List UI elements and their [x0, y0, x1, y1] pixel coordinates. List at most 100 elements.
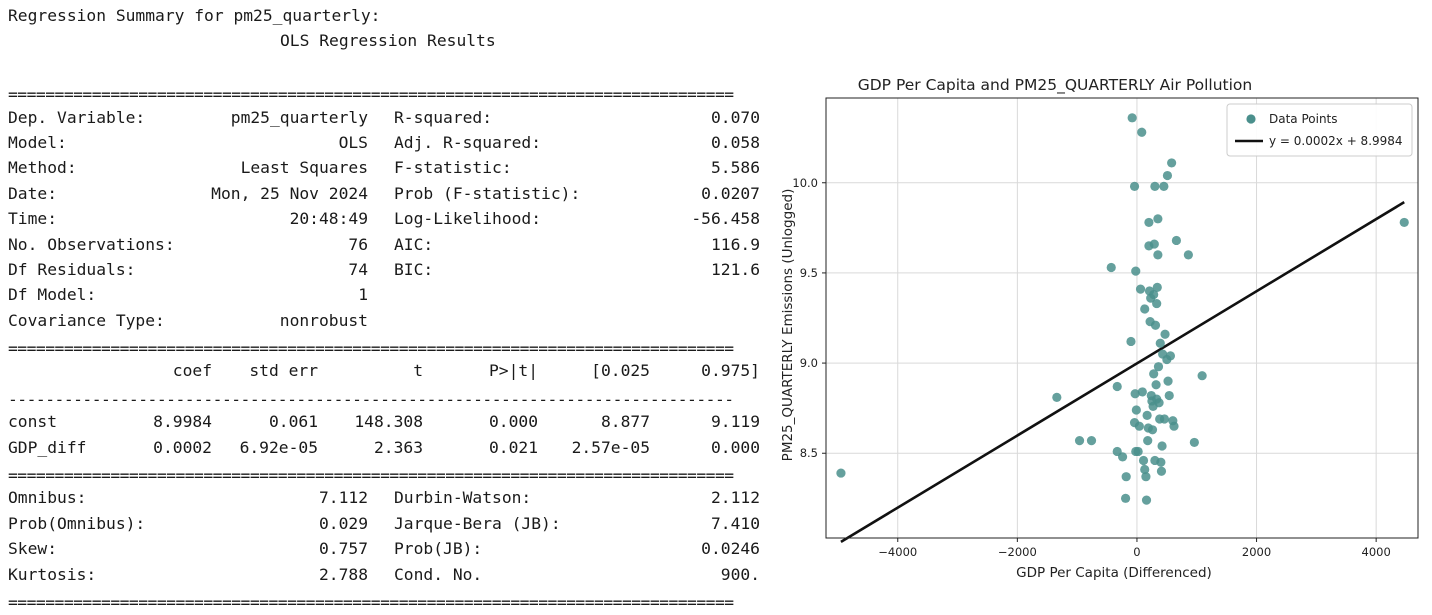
data-point	[1149, 369, 1159, 379]
x-axis-label: GDP Per Capita (Differenced)	[1016, 565, 1212, 581]
summary-subheading: OLS Regression Results	[280, 31, 496, 51]
data-point	[1140, 464, 1150, 475]
model-info-label: F-statistic:	[394, 158, 512, 178]
model-info-label: Time:	[8, 209, 58, 229]
coef-row-name: const	[8, 412, 58, 432]
diagnostics-label: Jarque-Bera (JB):	[394, 513, 561, 533]
model-info-label: Date:	[8, 183, 58, 203]
model-info-label: Adj. R-squared:	[394, 132, 542, 152]
separator-double: ========================================…	[8, 466, 734, 486]
data-point	[1153, 214, 1163, 224]
diagnostics-row: Omnibus: 7.112 Durbin-Watson: 2.112	[8, 488, 768, 513]
spacer	[8, 57, 768, 82]
model-info-label: Prob (F-statistic):	[394, 183, 581, 203]
coef-cell: 2.363	[373, 437, 423, 457]
data-point	[1106, 262, 1116, 273]
diagnostics-row: Kurtosis: 2.788 Cond. No. 900.	[8, 565, 768, 590]
data-point	[1127, 113, 1137, 123]
data-point	[1150, 181, 1160, 191]
data-point	[1129, 181, 1140, 191]
coef-column-header: t	[413, 361, 423, 381]
model-info-value: nonrobust	[279, 310, 368, 330]
fit-line-layer	[840, 201, 1405, 544]
diagnostics-label: Skew:	[8, 539, 58, 559]
legend-box	[1226, 103, 1413, 157]
model-info-value: pm25_quarterly	[230, 107, 368, 127]
data-point	[1138, 455, 1149, 466]
model-info-row: Model: OLS Adj. R-squared: 0.058	[8, 133, 768, 158]
data-point	[1159, 181, 1169, 191]
coef-cell: 8.877	[600, 412, 650, 432]
y-tick-label: 8.5	[800, 446, 818, 460]
y-axis-ticks: 8.5 9.0 9.5 10.0	[792, 176, 826, 460]
model-info-value: 121.6	[710, 259, 760, 279]
coef-cell: 8.9984	[153, 412, 212, 432]
model-info-label: Dep. Variable:	[8, 107, 146, 127]
data-point	[1152, 282, 1162, 292]
coef-column-header: P>|t|	[488, 361, 538, 381]
data-point	[1143, 436, 1153, 446]
data-point	[1131, 266, 1141, 276]
data-point	[1183, 250, 1193, 260]
summary-heading: Regression Summary for pm25_quarterly:	[8, 6, 381, 25]
model-info-label: Covariance Type:	[8, 310, 165, 330]
scatter-points	[836, 113, 1409, 505]
regression-summary: Regression Summary for pm25_quarterly: O…	[8, 6, 768, 615]
y-tick-label: 9.0	[800, 356, 818, 370]
model-info-value: 20:48:49	[289, 209, 368, 229]
data-point	[1147, 425, 1158, 435]
diagnostics-value: 0.757	[318, 539, 368, 559]
data-point	[1167, 158, 1177, 168]
coef-row: const 8.9984 0.061 148.308 0.000 8.877 9.119	[8, 412, 768, 437]
data-point	[1162, 170, 1173, 181]
data-point	[1120, 493, 1131, 503]
coef-cell: 2.57e-05	[571, 437, 650, 457]
data-point	[1165, 351, 1176, 361]
data-point	[1144, 217, 1154, 228]
data-point	[1141, 472, 1151, 482]
data-point	[1169, 421, 1179, 431]
coef-row-name: GDP_diff	[8, 437, 87, 457]
diagnostics-table: Omnibus: 7.112 Durbin-Watson: 2.112 Prob(Omn…	[8, 488, 768, 590]
x-tick-label: −4000	[878, 545, 917, 559]
model-info-label: BIC:	[394, 259, 434, 279]
data-point	[1135, 284, 1146, 294]
separator-double: ========================================…	[8, 592, 734, 612]
model-info-label: R-squared:	[394, 107, 493, 127]
x-tick-label: 4000	[1362, 545, 1391, 559]
chart-title: GDP Per Capita and PM25_QUARTERLY Air Po…	[858, 76, 1253, 95]
model-info-row: Time: 20:48:49 Log-Likelihood: -56.458	[8, 209, 768, 234]
separator-double: ========================================…	[8, 85, 734, 105]
model-info-row: Method: Least Squares F-statistic: 5.586	[8, 158, 768, 183]
diagnostics-row: Prob(Omnibus): 0.029 Jarque-Bera (JB): 7.41…	[8, 514, 768, 539]
model-info-value: 0.070	[710, 107, 760, 127]
data-point	[1197, 371, 1207, 381]
diagnostics-value: 0.0246	[701, 539, 760, 559]
model-info-label: Df Model:	[8, 285, 97, 305]
coef-cell: 6.92e-05	[239, 437, 318, 457]
coef-row: GDP_diff 0.0002 6.92e-05 2.363 0.021 2.57e-05…	[8, 438, 768, 463]
data-point	[1153, 362, 1164, 372]
x-tick-label: 0	[1133, 545, 1140, 559]
model-info-row: Dep. Variable: pm25_quarterly R-squared: 0.…	[8, 108, 768, 133]
model-info-row: Df Model: 1	[8, 285, 768, 310]
data-point	[1112, 381, 1122, 392]
data-point	[1140, 304, 1150, 314]
data-point	[1149, 239, 1159, 249]
data-point	[1142, 410, 1152, 420]
y-tick-label: 10.0	[792, 176, 818, 190]
data-point	[1126, 336, 1136, 347]
data-point	[1399, 217, 1409, 228]
model-info-value: 116.9	[710, 234, 760, 254]
data-point	[1152, 298, 1162, 309]
diagnostics-label: Durbin-Watson:	[394, 488, 532, 508]
scatter-chart: GDP Per Capita and PM25_QUARTERLY Air Po…	[780, 76, 1419, 581]
coef-cell: 9.119	[710, 412, 760, 432]
data-point	[1086, 436, 1097, 446]
data-point	[1074, 436, 1085, 446]
data-point	[1151, 380, 1161, 390]
data-point	[1159, 414, 1170, 424]
coef-column-header: coef	[172, 361, 212, 381]
x-axis-ticks: −4000 −2000 0 2000 4000	[878, 538, 1391, 559]
data-point	[1163, 376, 1173, 386]
